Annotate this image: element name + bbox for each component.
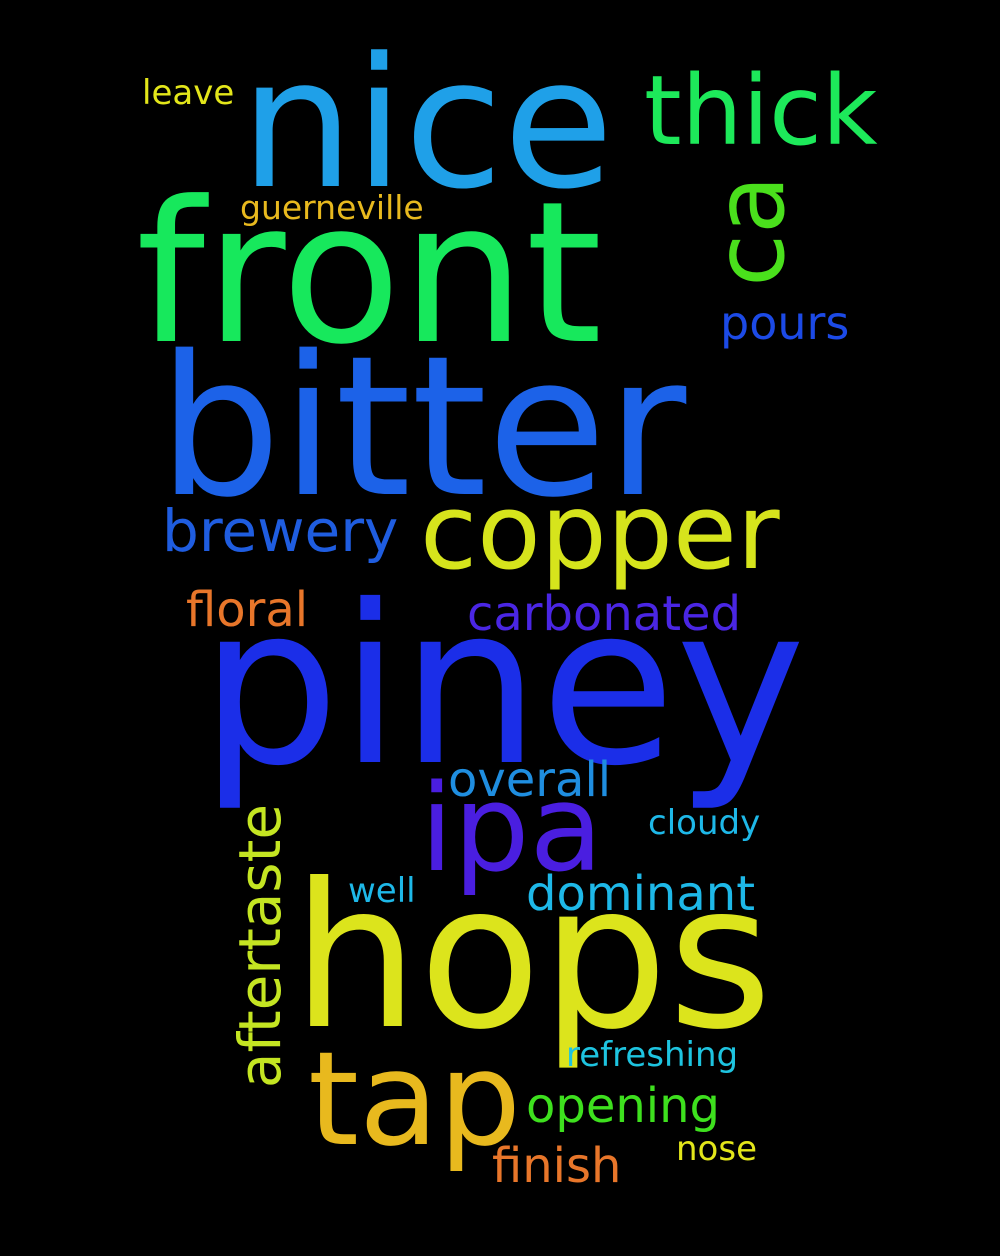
word-opening: opening — [526, 1078, 721, 1134]
word-tap: tap — [308, 1023, 522, 1175]
word-piney: piney — [200, 558, 806, 814]
word-thick: thick — [644, 55, 878, 167]
word-ipa: ipa — [420, 760, 604, 899]
word-pours: pours — [720, 296, 850, 350]
word-finish: finish — [492, 1138, 622, 1194]
word-cloudy: cloudy — [648, 803, 761, 843]
word-nice: nice — [240, 20, 614, 229]
word-well: well — [348, 871, 416, 911]
word-floral: floral — [186, 582, 309, 638]
word-leave: leave — [142, 73, 235, 113]
word-carbonated: carbonated — [467, 586, 742, 642]
word-brewery: brewery — [162, 497, 399, 565]
word-nose: nose — [676, 1129, 757, 1169]
word-dominant: dominant — [526, 866, 756, 922]
word-bitter: bitter — [158, 314, 687, 540]
word-overall: overall — [448, 752, 612, 808]
word-hops: hops — [292, 841, 773, 1074]
word-front: front — [136, 160, 603, 388]
word-guerneville: guerneville — [240, 188, 424, 227]
word-aftertaste: aftertaste — [226, 803, 295, 1089]
word-copper: copper — [420, 471, 780, 593]
word-refreshing: refreshing — [566, 1035, 739, 1075]
word-ca: ca — [693, 175, 806, 287]
